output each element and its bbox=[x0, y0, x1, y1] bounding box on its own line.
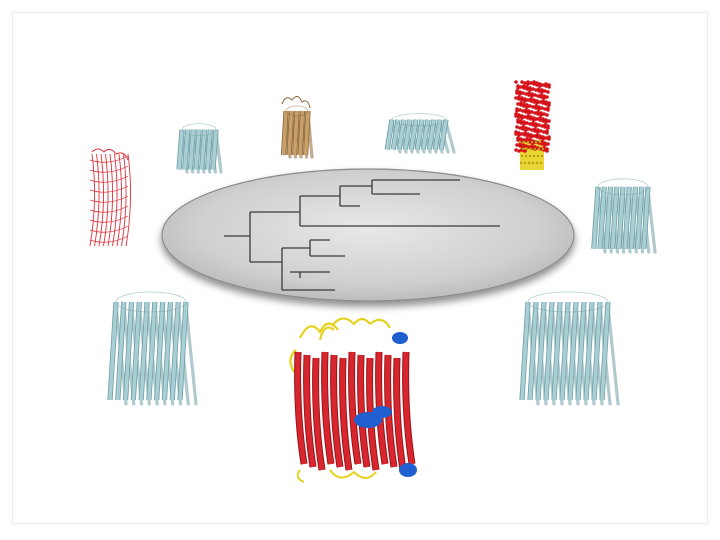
cyan-barrel-right bbox=[591, 178, 657, 254]
dense-red-helical-bundle bbox=[514, 80, 551, 170]
wide-short-barrel-top bbox=[384, 113, 456, 154]
phylogenetic-tree bbox=[224, 179, 500, 291]
red-outline-barrel-left bbox=[89, 148, 132, 247]
large-cyan-barrel-lower-right bbox=[519, 291, 620, 406]
tree-platform bbox=[161, 168, 575, 302]
outer-membrane-beta-barrel-main bbox=[289, 317, 417, 483]
large-cyan-barrel-lower-left bbox=[107, 291, 198, 406]
tan-barrel-top bbox=[281, 96, 314, 159]
small-barrel-upper-left bbox=[176, 123, 223, 174]
slide-frame bbox=[12, 12, 708, 524]
